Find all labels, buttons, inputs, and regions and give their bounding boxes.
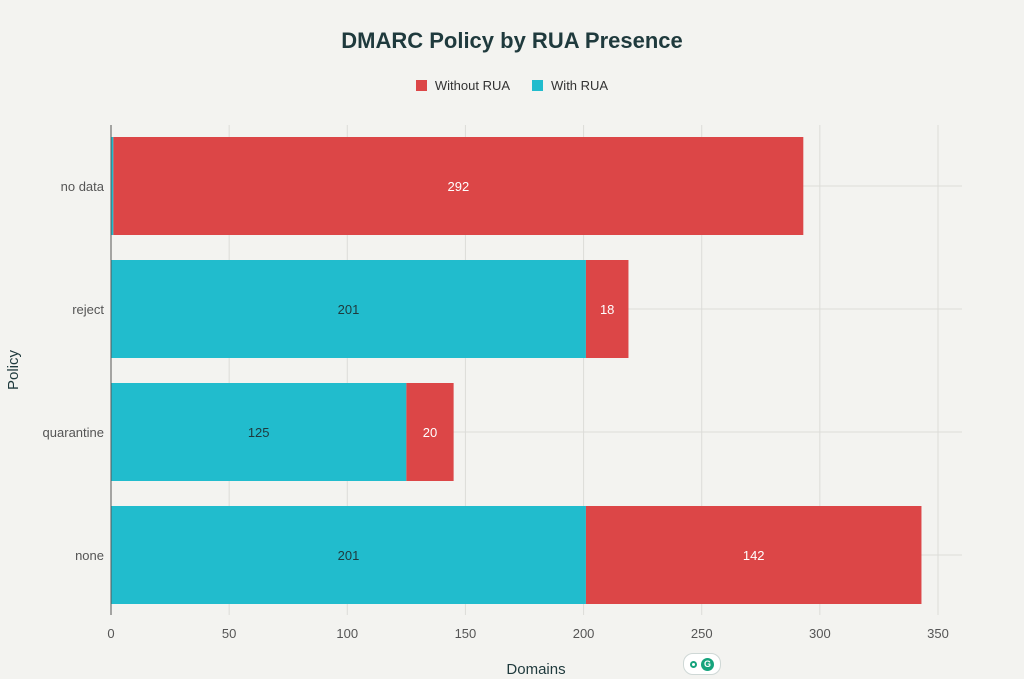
data-label: 201 [338, 548, 360, 563]
bar-without-rua [406, 383, 454, 481]
y-tick-label: quarantine [43, 425, 104, 440]
x-tick-label: 200 [573, 626, 595, 641]
x-tick-label: 100 [336, 626, 358, 641]
bar-without-rua [585, 506, 922, 604]
x-tick-label: 250 [691, 626, 713, 641]
data-label: 201 [338, 302, 360, 317]
y-tick-label: reject [72, 302, 104, 317]
legend-swatch-without-rua [415, 80, 427, 91]
x-tick-label: 0 [107, 626, 114, 641]
data-label: 125 [248, 425, 270, 440]
legend: Without RUA With RUA [0, 78, 1024, 93]
widget-g-icon: G [701, 657, 714, 671]
bar-with-rua [111, 260, 586, 358]
bar-with-rua [111, 506, 586, 604]
chart-title: DMARC Policy by RUA Presence [341, 28, 683, 53]
legend-label: With RUA [551, 78, 609, 93]
grammarly-widget-icon[interactable]: G [683, 653, 721, 675]
bar-without-rua [113, 137, 804, 235]
legend-swatch-with-rua [532, 80, 544, 91]
data-label: 18 [600, 302, 614, 317]
data-label: 142 [743, 548, 765, 563]
bar-without-rua [585, 260, 629, 358]
legend-item-without-rua[interactable]: Without RUA [415, 78, 511, 93]
y-axis-label: Policy [5, 349, 22, 390]
data-label: 20 [423, 425, 437, 440]
legend-item-with-rua[interactable]: With RUA [532, 78, 608, 93]
legend-label: Without RUA [434, 78, 511, 93]
x-tick-label: 300 [809, 626, 831, 641]
x-tick-label: 150 [455, 626, 477, 641]
x-axis-label: Domains [506, 661, 565, 678]
x-tick-label: 50 [222, 626, 236, 641]
data-label: 292 [447, 179, 469, 194]
bar-with-rua [111, 137, 114, 235]
y-tick-label: no data [61, 179, 105, 194]
y-tick-label: none [75, 548, 104, 563]
bar-with-rua [111, 383, 407, 481]
widget-dot-icon [690, 660, 697, 668]
x-tick-label: 350 [927, 626, 949, 641]
